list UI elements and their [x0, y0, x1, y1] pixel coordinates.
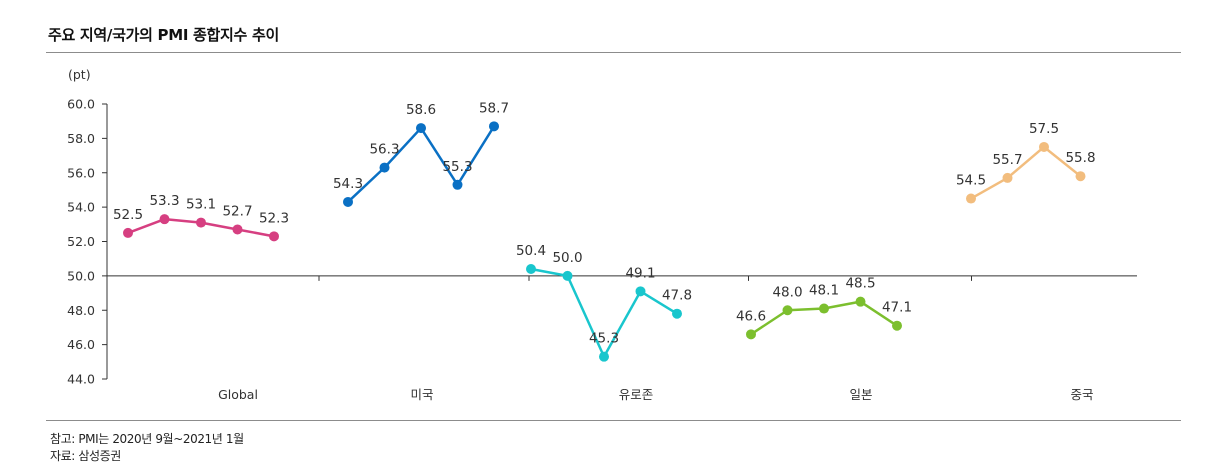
source-note: 자료: 삼성증권 [50, 449, 121, 463]
data-point [1075, 171, 1086, 182]
series-line [970, 145, 1082, 200]
data-label: 46.6 [736, 308, 766, 324]
data-label: 48.5 [845, 276, 875, 292]
data-point [855, 296, 866, 307]
series-일본: 46.6 48.0 48.1 48.5 47.1 [736, 276, 912, 340]
y-tick-label: 54.0 [67, 200, 95, 215]
data-label: 52.5 [113, 207, 143, 223]
category-label: Global [218, 387, 258, 402]
data-point [452, 179, 463, 190]
data-point [966, 193, 976, 204]
data-point [416, 123, 426, 134]
data-label: 52.3 [259, 210, 289, 226]
reference-note: 참고: PMI는 2020년 9월~2021년 1월 [50, 432, 244, 446]
category-label: 일본 [849, 387, 872, 402]
data-label: 57.5 [1029, 121, 1059, 137]
data-point [489, 121, 499, 132]
data-label: 58.6 [406, 102, 436, 118]
data-label: 50.4 [516, 243, 546, 259]
data-point [782, 305, 793, 316]
chart-title: 주요 지역/국가의 PMI 종합지수 추이 [48, 26, 279, 44]
data-point [819, 303, 829, 314]
data-point [672, 308, 682, 319]
data-point [232, 224, 243, 235]
data-point [526, 264, 536, 274]
data-point [196, 217, 206, 228]
data-label: 53.1 [186, 197, 216, 213]
data-label: 49.1 [625, 265, 655, 281]
data-label: 55.3 [442, 159, 472, 175]
series-Global: 52.5 53.3 53.1 52.7 52.3 [113, 193, 289, 242]
y-tick-label: 50.0 [67, 268, 95, 283]
data-label: 58.7 [479, 100, 509, 116]
y-tick-label: 44.0 [67, 372, 95, 387]
series-중국: 54.5 55.7 57.5 55.8 [956, 121, 1096, 204]
y-tick-label: 58.0 [67, 131, 95, 146]
y-tick-label: 48.0 [67, 303, 95, 318]
data-label: 55.7 [992, 152, 1022, 168]
data-point [635, 286, 646, 297]
y-tick-label: 52.0 [67, 234, 95, 249]
series-유로존: 50.4 50.0 45.3 49.1 47.8 [516, 243, 692, 362]
data-label: 52.7 [222, 203, 252, 219]
bottom-rule [46, 420, 1181, 421]
data-label: 50.0 [552, 250, 582, 266]
data-label: 54.3 [333, 176, 363, 192]
data-point [892, 320, 902, 331]
data-point [159, 214, 170, 225]
y-tick-label: 46.0 [67, 337, 95, 352]
data-label: 54.5 [956, 173, 986, 189]
data-point [379, 162, 390, 173]
y-tick-label: 56.0 [67, 165, 95, 180]
data-point [269, 231, 279, 242]
data-label: 47.1 [882, 300, 912, 316]
data-label: 48.0 [772, 284, 802, 300]
data-point [123, 227, 133, 238]
data-point [1039, 141, 1049, 152]
data-label: 45.3 [589, 331, 619, 347]
category-label: 미국 [410, 387, 433, 402]
data-point [1002, 172, 1013, 183]
data-label: 47.8 [662, 288, 692, 304]
data-point [562, 270, 573, 281]
data-point [599, 351, 609, 362]
axes: (pt) 60.0 58.0 56.0 54.0 52.0 50.0 48.0 46.0 44.0… [67, 67, 1137, 402]
y-unit-label: (pt) [68, 67, 91, 82]
y-tick-label: 60.0 [67, 97, 95, 112]
series-layer: 52.5 53.3 53.1 52.7 52.3 54.3 56.3 58.6 55.3 58.7… [113, 100, 1096, 362]
category-label: 유로존 [619, 387, 654, 402]
category-label: 중국 [1070, 387, 1093, 402]
series-미국: 54.3 56.3 58.6 55.3 58.7 [333, 100, 509, 207]
data-label: 53.3 [149, 193, 179, 209]
data-point [343, 196, 353, 207]
data-label: 56.3 [369, 142, 399, 158]
data-label: 48.1 [809, 283, 839, 299]
data-point [746, 329, 756, 340]
top-rule [46, 52, 1181, 53]
data-label: 55.8 [1065, 150, 1095, 166]
